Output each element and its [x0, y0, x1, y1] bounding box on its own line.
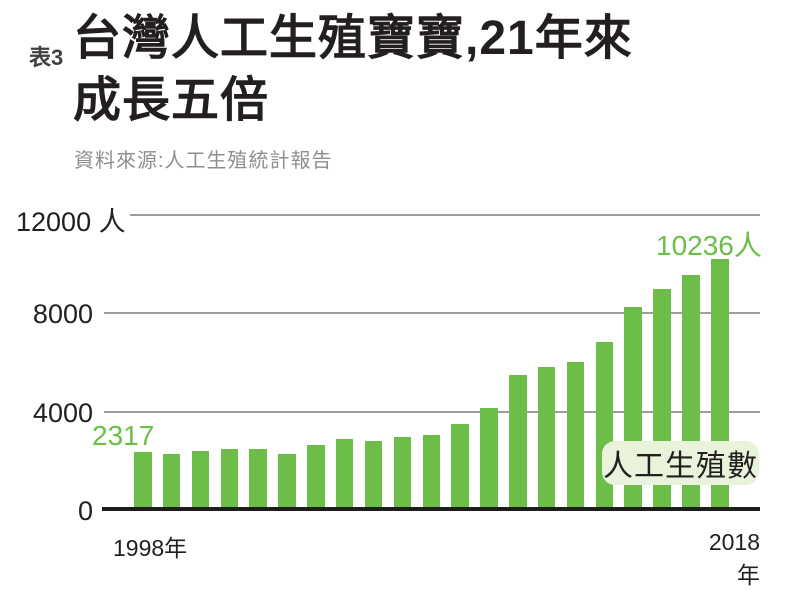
y-tick-0: 0 — [77, 496, 93, 526]
bar-2009 — [451, 424, 469, 509]
x-tick-2018: 2018年 — [708, 529, 760, 588]
bar-2004 — [307, 444, 325, 509]
bar-2005 — [335, 439, 354, 509]
infographic: 表3 台灣人工生殖寶寶,21年來 成長五倍 資料來源:人工生殖統計報告 1200… — [16, 8, 762, 588]
bar-2007 — [393, 437, 412, 509]
bar-2001 — [220, 449, 239, 509]
bar-2011 — [509, 375, 527, 509]
y-tick-4000: 4000 — [32, 398, 93, 428]
last-bar-value-label: 10236人 — [656, 230, 762, 261]
series-label-chip: 人工生殖數 — [602, 441, 759, 485]
table-number-label: 表3 — [29, 45, 64, 70]
page-title-line1: 台灣人工生殖寶寶,21年來 — [73, 12, 633, 65]
page-title: 台灣人工生殖寶寶,21年來 成長五倍 — [73, 8, 633, 132]
bar-2000 — [191, 450, 210, 509]
bar-2006 — [364, 440, 383, 509]
bar-2013 — [566, 362, 585, 509]
bar-2010 — [480, 408, 498, 509]
bar-1999 — [162, 454, 181, 509]
data-source-note: 資料來源:人工生殖統計報告 — [74, 150, 333, 172]
x-axis-line — [102, 507, 760, 511]
page-title-line2: 成長五倍 — [73, 74, 270, 127]
gridline-8000 — [104, 312, 760, 314]
gridline-4000 — [104, 411, 760, 413]
first-bar-value-label: 2317 — [92, 420, 155, 451]
x-tick-1998: 1998年 — [113, 535, 188, 561]
series-label-text: 人工生殖數 — [603, 450, 758, 483]
bar-2003 — [278, 454, 296, 509]
bar-2002 — [249, 449, 267, 509]
bar-chart: 12000 人 8000 4000 0 2317 10236人 人工生殖數 19… — [16, 207, 762, 588]
bar-1998 — [134, 452, 152, 509]
bar-2012 — [537, 366, 556, 509]
y-tick-8000: 8000 — [32, 299, 93, 329]
y-tick-12000: 12000 人 — [16, 207, 126, 237]
gridline-12000 — [130, 214, 760, 216]
bar-2008 — [422, 434, 440, 509]
